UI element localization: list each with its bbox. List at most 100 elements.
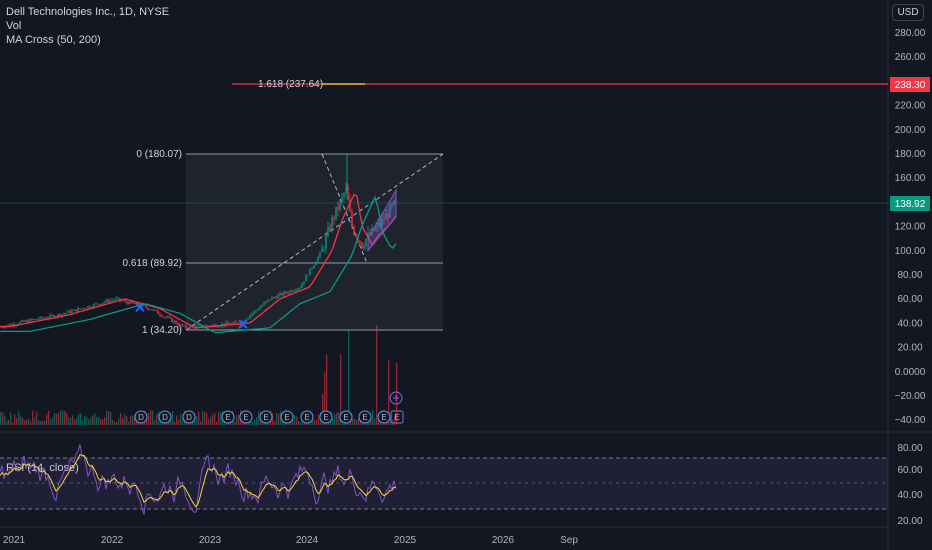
volume-bar bbox=[122, 418, 124, 425]
volume-bar bbox=[52, 417, 54, 425]
volume-bar bbox=[60, 410, 62, 425]
fib-trend-line[interactable] bbox=[185, 153, 444, 331]
volume-bar bbox=[282, 418, 284, 425]
candle-body bbox=[305, 275, 307, 282]
rsi-series[interactable] bbox=[0, 444, 397, 515]
volume-bar bbox=[102, 419, 104, 425]
earnings-badge[interactable]: E bbox=[239, 410, 253, 424]
candle-body bbox=[287, 292, 289, 294]
candle-body bbox=[297, 288, 299, 291]
earnings-badge[interactable]: E bbox=[280, 410, 294, 424]
price-axis-label: 40.00 bbox=[897, 318, 922, 329]
candle-body bbox=[377, 222, 379, 227]
symbol-title[interactable]: Dell Technologies Inc., 1D, NYSE bbox=[6, 6, 170, 18]
earnings-badge[interactable]: E bbox=[339, 410, 353, 424]
time-label-2025: 2025 bbox=[394, 535, 417, 546]
candle-body bbox=[121, 300, 123, 302]
candle-body bbox=[313, 265, 315, 269]
volume-bar bbox=[154, 420, 156, 425]
volume-bar bbox=[182, 419, 184, 425]
volume-bar bbox=[50, 419, 52, 425]
volume-bar bbox=[104, 417, 106, 425]
candle-body bbox=[53, 315, 55, 318]
volume-bar bbox=[332, 419, 334, 425]
volume-bar bbox=[272, 412, 274, 425]
volume-bar bbox=[314, 420, 316, 425]
ma-50-line[interactable] bbox=[0, 193, 397, 329]
volume-bars[interactable] bbox=[0, 325, 398, 425]
candle-body bbox=[85, 308, 87, 310]
volume-bar bbox=[64, 410, 66, 425]
price-series[interactable] bbox=[0, 154, 397, 334]
ma-200-line[interactable] bbox=[0, 195, 397, 334]
candle-body bbox=[173, 320, 175, 323]
add-event-icon[interactable] bbox=[389, 391, 403, 405]
volume-bar bbox=[252, 421, 254, 425]
ma-cross-legend[interactable]: MA Cross (50, 200) bbox=[6, 34, 101, 46]
rsi-ma-line[interactable] bbox=[0, 453, 397, 508]
candle-body bbox=[157, 310, 159, 314]
candle-body bbox=[11, 323, 13, 326]
earnings-badge[interactable]: E bbox=[358, 410, 372, 424]
volume-bar bbox=[220, 412, 222, 425]
volume-bar bbox=[82, 420, 84, 425]
volume-bar bbox=[32, 410, 34, 425]
rsi-line[interactable] bbox=[0, 444, 397, 515]
channel-pattern[interactable] bbox=[367, 188, 397, 252]
rsi-legend[interactable]: RSI (14, close) bbox=[6, 462, 79, 474]
candle-body bbox=[101, 303, 103, 305]
candle-body bbox=[9, 324, 11, 326]
earnings-badge[interactable]: E bbox=[259, 410, 273, 424]
candle-body bbox=[217, 326, 219, 328]
volume-bar bbox=[134, 415, 136, 425]
price-axis-label: −40.00 bbox=[895, 415, 926, 426]
volume-bar bbox=[370, 419, 372, 425]
candle-body bbox=[97, 303, 99, 305]
candle-body bbox=[127, 302, 129, 305]
dividend-badge[interactable]: D bbox=[182, 410, 196, 424]
currency-button[interactable]: USD bbox=[892, 4, 924, 21]
volume-bar bbox=[114, 421, 116, 425]
volume-bar bbox=[392, 419, 394, 425]
candle-body bbox=[19, 321, 21, 325]
candle-body bbox=[383, 218, 385, 220]
earnings-badge[interactable]: E bbox=[319, 410, 333, 424]
candle-body bbox=[335, 206, 337, 219]
retrace-trend-line[interactable] bbox=[321, 153, 368, 264]
volume-bar bbox=[26, 419, 28, 425]
candle-body bbox=[359, 240, 361, 243]
volume-bar bbox=[394, 416, 396, 425]
candle-body bbox=[183, 325, 185, 327]
earnings-badge[interactable]: E bbox=[377, 410, 391, 424]
candle-body bbox=[289, 290, 291, 293]
volume-bar bbox=[48, 410, 50, 425]
volume-bar bbox=[218, 411, 220, 425]
earnings-badge[interactable]: E bbox=[390, 410, 404, 424]
candle-body bbox=[95, 303, 97, 305]
target-price-badge bbox=[890, 77, 930, 92]
candle-body bbox=[387, 213, 389, 218]
dividend-badge[interactable]: D bbox=[158, 410, 172, 424]
candle-body bbox=[29, 319, 31, 323]
candle-body bbox=[291, 290, 293, 292]
candle-body bbox=[69, 310, 71, 313]
earnings-badge[interactable]: E bbox=[300, 410, 314, 424]
candle-body bbox=[7, 324, 9, 326]
candle-body bbox=[251, 313, 253, 316]
candle-body bbox=[81, 308, 83, 310]
volume-bar bbox=[194, 420, 196, 425]
candle-body bbox=[151, 309, 153, 311]
time-label-2021: 2021 bbox=[3, 535, 26, 546]
candle-body bbox=[103, 302, 105, 304]
candle-body bbox=[93, 303, 95, 308]
volume-legend[interactable]: Vol bbox=[6, 20, 22, 32]
dividend-badge[interactable]: D bbox=[134, 410, 148, 424]
candle-body bbox=[35, 319, 37, 321]
volume-bar bbox=[360, 420, 362, 425]
earnings-badge[interactable]: E bbox=[221, 410, 235, 424]
candle-body bbox=[323, 248, 325, 250]
candle-body bbox=[379, 222, 381, 226]
candle-body bbox=[267, 299, 269, 302]
